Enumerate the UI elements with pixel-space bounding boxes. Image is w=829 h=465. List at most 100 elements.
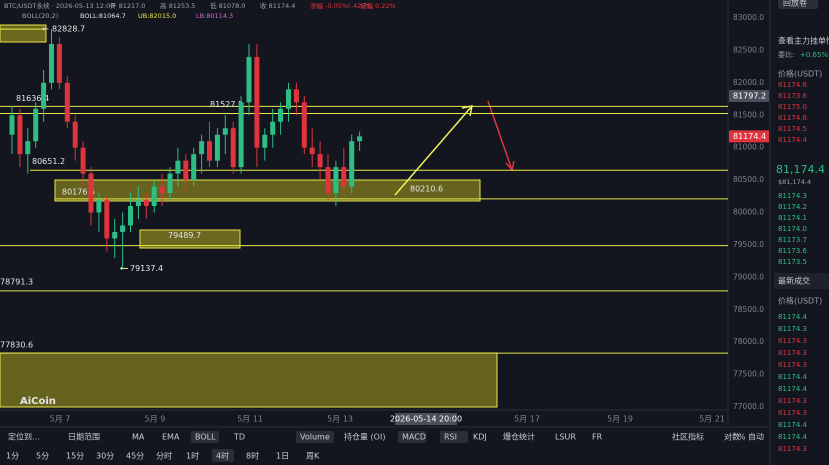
interval-selected [212, 449, 234, 462]
arrow-up [394, 105, 473, 196]
crosshair-box [395, 413, 457, 425]
toolbar-button[interactable]: TD [233, 433, 245, 442]
candle-body [64, 82, 70, 122]
interval-button[interactable]: 1时 [186, 451, 199, 461]
boll: LB:80114.3 [196, 12, 233, 20]
ask-price: 81174.5 [778, 125, 807, 133]
candle-body [120, 225, 126, 232]
candle-body [88, 173, 94, 213]
last-usd: $81,174.4 [778, 178, 811, 186]
ohlc: 振幅 0.22% [360, 1, 396, 10]
toolbar-button[interactable]: MA [132, 433, 145, 442]
candle-body [325, 167, 331, 194]
candle-body [199, 141, 205, 155]
toolbar-button[interactable]: 持仓量 (OI) [344, 432, 385, 442]
candle-body [112, 231, 118, 239]
trades-header: 价格(USDT) [778, 296, 822, 306]
ask-price: 81174.4 [778, 136, 807, 144]
candle-body [80, 147, 86, 174]
interval-button[interactable]: 4时 [216, 451, 229, 461]
toolbar-button[interactable]: EMA [162, 433, 180, 442]
toolbar-button[interactable]: 日期范围 [68, 432, 100, 442]
candle-body [317, 154, 323, 168]
interval-button[interactable]: 分时 [156, 451, 172, 461]
candle-body [222, 128, 228, 135]
interval-button[interactable]: 45分 [126, 452, 144, 461]
candle-body [301, 102, 307, 148]
toolbar-button[interactable]: 定位到... [8, 432, 40, 442]
toolbar-button[interactable]: 自动 [748, 432, 764, 442]
toolbar-button[interactable]: 爆仓统计 [503, 432, 535, 442]
y-tick-label: 78000.0 [733, 337, 764, 346]
toolbar-button-bg [398, 431, 426, 443]
toolbar-button[interactable]: LSUR [555, 433, 576, 442]
interval-button[interactable]: 1分 [6, 452, 19, 461]
toolbar-button[interactable]: KDJ [473, 433, 487, 442]
last-price: 81,174.4 [776, 163, 825, 176]
toolbar-button[interactable]: MACD [402, 433, 426, 442]
toolbar-button[interactable]: 社区指标 [672, 432, 704, 442]
trades-title[interactable]: 最新成交 [778, 276, 810, 286]
boll: BOLL(20,2) [22, 12, 58, 20]
level-label: 80651.2 [32, 157, 65, 166]
candle-body [183, 160, 189, 181]
ohlc: 高 81253.5 [160, 1, 195, 10]
crosshair-label: 2026-05-14 20:00 [390, 415, 462, 424]
trade-price: 81174.3 [778, 409, 807, 417]
level-label: 80176.5 [62, 188, 95, 197]
ohlc: 低 81078.0 [210, 1, 245, 10]
symbol: BTC/USDT永续 · 2026-05-13 12:00 [4, 1, 114, 10]
trade-price: 81174.4 [778, 421, 807, 429]
level-label: 81527.5 [210, 100, 243, 109]
replay-button[interactable]: 回放卷 [783, 0, 807, 8]
toolbar-button[interactable]: % [738, 433, 746, 442]
toolbar-button[interactable]: Volume [300, 433, 330, 442]
y-tick-label: 79000.0 [733, 272, 764, 281]
interval-button[interactable]: 周K [306, 452, 320, 461]
interval-button[interactable]: 15分 [66, 452, 84, 461]
bid-price: 81173.7 [778, 236, 807, 244]
ask-price: 81174.6 [778, 114, 807, 122]
level-arrow: ← [42, 25, 49, 34]
candle-body [33, 108, 39, 142]
candle-body [246, 56, 252, 103]
interval-button[interactable]: 1日 [276, 452, 289, 461]
interval-button[interactable]: 5分 [36, 452, 49, 461]
candle-body [167, 173, 173, 194]
ask-price: 81174.6 [778, 81, 807, 89]
price-marker-label: 81174.4 [733, 132, 766, 141]
trade-price: 81174.3 [778, 337, 807, 345]
ohlc: 涨幅 -0.05%(-42.7) [310, 1, 370, 10]
toolbar-button[interactable]: RSI [444, 433, 457, 442]
replay-button-bg [778, 0, 818, 9]
trade-price: 81174.4 [778, 385, 807, 393]
level-arrow: ← [120, 264, 127, 273]
candle-body [17, 115, 23, 155]
candle-body [309, 147, 315, 155]
ratio-label: 委比: [778, 50, 794, 59]
bid-price: 81173.6 [778, 247, 807, 255]
candle-body [214, 134, 220, 161]
arrow-down [487, 100, 513, 171]
interval-button[interactable]: 8时 [246, 451, 259, 461]
toolbar-button[interactable]: BOLL [195, 433, 216, 442]
level-label: 77830.6 [0, 341, 33, 350]
ask-price: 81175.0 [778, 103, 807, 111]
toolbar-button-bg [296, 431, 334, 443]
interval-button[interactable]: 30分 [96, 452, 114, 461]
toolbar-button[interactable]: 对数 [724, 432, 740, 442]
boll: UB:82015.0 [138, 12, 176, 20]
price-marker [729, 130, 769, 143]
candle-body [230, 128, 236, 168]
candle-body [254, 56, 260, 148]
candle-body [159, 186, 165, 194]
bid-price: 81173.5 [778, 258, 807, 266]
boll: BOLL:81064.7 [80, 12, 126, 20]
side-title[interactable]: 查看主力挂单情 [778, 36, 829, 46]
toolbar-button[interactable]: FR [592, 433, 603, 442]
y-tick-label: 79500.0 [733, 240, 764, 249]
level-label: 82828.7 [52, 25, 85, 34]
level-label: 79489.7 [168, 231, 201, 240]
price-header: 价格(USDT) [778, 69, 822, 79]
